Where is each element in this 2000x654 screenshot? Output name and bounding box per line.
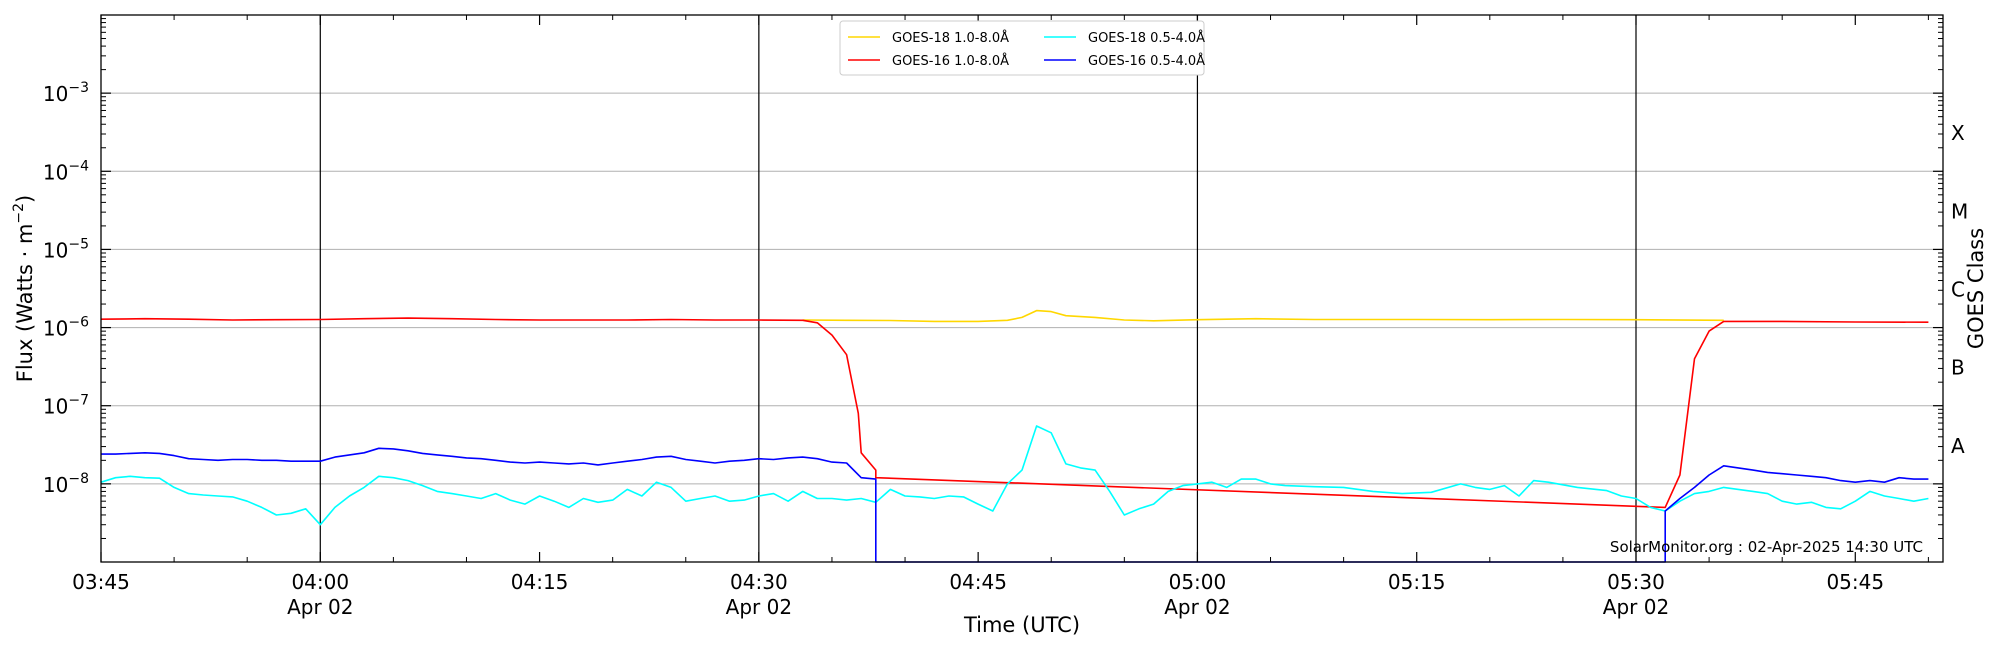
credit-annotation: SolarMonitor.org : 02-Apr-2025 14:30 UTC (1610, 538, 1923, 556)
legend-box (839, 20, 1205, 76)
series-line-0 (802, 309, 1724, 323)
goes-class-label-x: X (1951, 121, 1965, 145)
legend-label-3: GOES-16 0.5-4.0Å (1088, 53, 1205, 69)
legend-label-1: GOES-16 1.0-8.0Å (892, 53, 1009, 69)
series-line-3 (101, 447, 1929, 563)
x-tick-label: 04:15 (511, 570, 569, 594)
x-tick-label: 04:45 (949, 570, 1007, 594)
y-tick-label: 10−6 (43, 315, 89, 341)
series-line-2 (100, 425, 1929, 526)
x-tick-label: 03:45 (72, 570, 130, 594)
x-tick-label: 05:15 (1388, 570, 1446, 594)
x-tick-label: 04:30 (730, 570, 788, 594)
x-axis-title: Time (UTC) (963, 613, 1080, 637)
y-tick-label: 10−5 (43, 236, 89, 262)
goes-class-label-c: C (1951, 278, 1965, 302)
y-axis-title: Flux (Watts · m−2) (11, 195, 37, 383)
legend: GOES-18 1.0-8.0Å GOES-16 1.0-8.0Å GOES-18 … (839, 20, 1205, 76)
y-tick-label: 10−7 (43, 393, 89, 419)
x-tick-label: 05:00 (1169, 570, 1227, 594)
goes-class-label-b: B (1951, 356, 1965, 380)
x-tick-date-label: Apr 02 (287, 595, 353, 619)
y-tick-label: 10−3 (43, 80, 89, 106)
goes-class-label-m: M (1951, 199, 1968, 223)
grid-lines (101, 15, 1943, 562)
x-tick-label: 05:30 (1607, 570, 1665, 594)
legend-label-2: GOES-18 0.5-4.0Å (1088, 30, 1205, 46)
goes-class-axis-title: GOES Class (1964, 228, 1988, 349)
x-tick-date-label: Apr 02 (1164, 595, 1230, 619)
y-tick-label: 10−4 (43, 158, 89, 184)
legend-label-0: GOES-18 1.0-8.0Å (892, 30, 1009, 46)
series-line-1 (100, 317, 1929, 509)
series-lines (100, 309, 1929, 563)
x-tick-label: 04:00 (291, 570, 349, 594)
x-tick-label: 05:45 (1826, 570, 1884, 594)
x-tick-date-label: Apr 02 (1603, 595, 1669, 619)
x-tick-date-label: Apr 02 (726, 595, 792, 619)
y-tick-label: 10−8 (43, 471, 89, 497)
goes-class-label-a: A (1951, 434, 1965, 458)
plot-frame (100, 14, 1944, 563)
